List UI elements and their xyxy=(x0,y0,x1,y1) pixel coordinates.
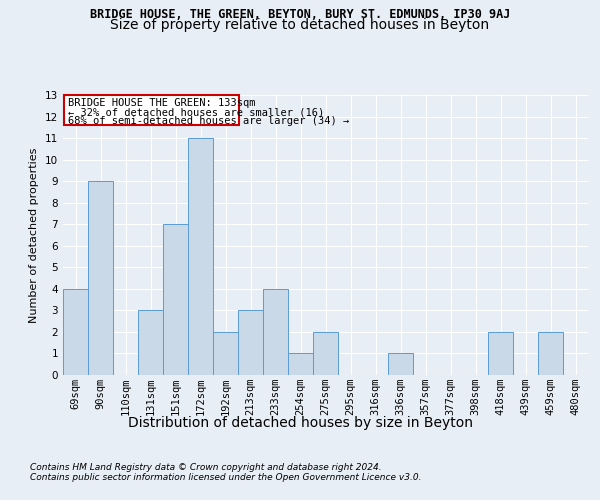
Text: ← 32% of detached houses are smaller (16): ← 32% of detached houses are smaller (16… xyxy=(68,107,324,117)
Text: Size of property relative to detached houses in Beyton: Size of property relative to detached ho… xyxy=(110,18,490,32)
Bar xyxy=(488,332,513,375)
Text: Distribution of detached houses by size in Beyton: Distribution of detached houses by size … xyxy=(128,416,473,430)
Bar xyxy=(238,310,263,375)
Bar xyxy=(188,138,213,375)
FancyBboxPatch shape xyxy=(64,95,239,124)
Y-axis label: Number of detached properties: Number of detached properties xyxy=(29,148,40,322)
Bar xyxy=(288,354,313,375)
Text: BRIDGE HOUSE THE GREEN: 133sqm: BRIDGE HOUSE THE GREEN: 133sqm xyxy=(68,98,256,108)
Text: Contains HM Land Registry data © Crown copyright and database right 2024.: Contains HM Land Registry data © Crown c… xyxy=(30,462,382,471)
Bar xyxy=(63,289,88,375)
Text: Contains public sector information licensed under the Open Government Licence v3: Contains public sector information licen… xyxy=(30,472,421,482)
Bar xyxy=(213,332,238,375)
Bar xyxy=(388,354,413,375)
Bar xyxy=(163,224,188,375)
Text: 68% of semi-detached houses are larger (34) →: 68% of semi-detached houses are larger (… xyxy=(68,116,349,126)
Bar xyxy=(88,181,113,375)
Bar xyxy=(538,332,563,375)
Bar xyxy=(263,289,288,375)
Bar xyxy=(138,310,163,375)
Bar xyxy=(313,332,338,375)
Text: BRIDGE HOUSE, THE GREEN, BEYTON, BURY ST. EDMUNDS, IP30 9AJ: BRIDGE HOUSE, THE GREEN, BEYTON, BURY ST… xyxy=(90,8,510,20)
